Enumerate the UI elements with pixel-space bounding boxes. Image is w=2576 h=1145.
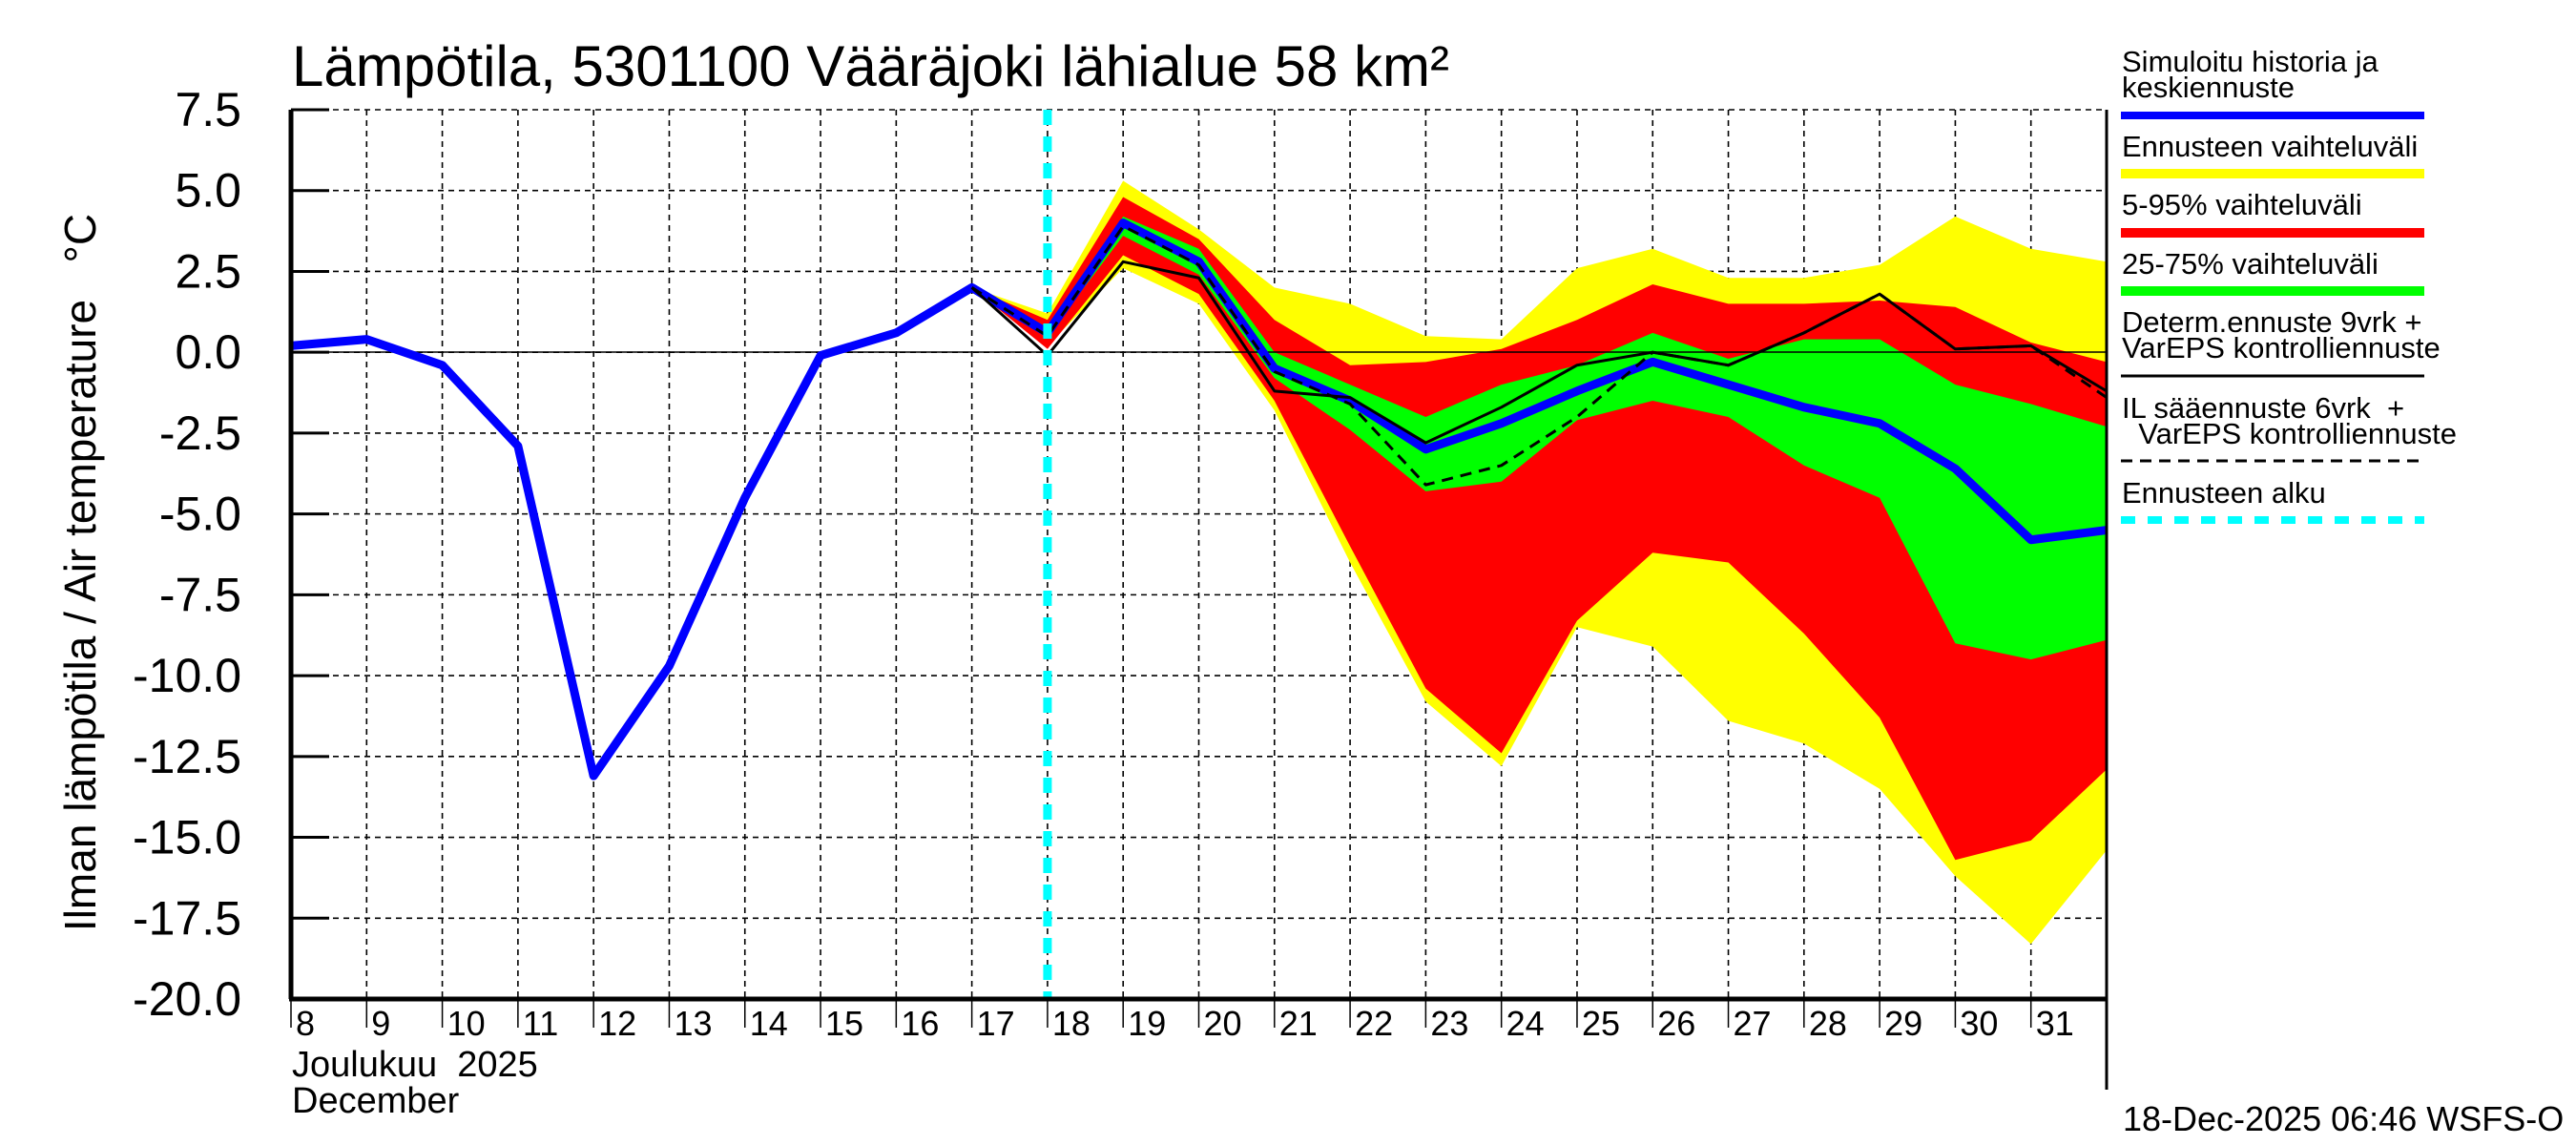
x-tick-label: 19 bbox=[1128, 1004, 1166, 1043]
x-tick-label: 26 bbox=[1657, 1004, 1695, 1043]
legend: Simuloitu historia ja keskiennuste Ennus… bbox=[2121, 45, 2457, 524]
y-tick-label: -10.0 bbox=[133, 649, 241, 702]
legend-label-il-2: VarEPS kontrolliennuste bbox=[2122, 417, 2457, 450]
x-tick-label: 23 bbox=[1430, 1004, 1468, 1043]
x-tick-label: 13 bbox=[674, 1004, 712, 1043]
legend-label-25-75: 25-75% vaihteluväli bbox=[2122, 247, 2379, 281]
legend-label-il: IL sääennuste 6vrk + bbox=[2122, 391, 2404, 425]
timestamp: 18-Dec-2025 06:46 WSFS-O bbox=[2123, 1099, 2564, 1138]
axes bbox=[288, 108, 2109, 1090]
history-line bbox=[290, 282, 1050, 781]
y-tick-label: 7.5 bbox=[175, 83, 241, 136]
legend-label-range: Ennusteen vaihteluväli bbox=[2122, 130, 2418, 163]
y-axis-label: Ilman lämpötila / Air temperature °C bbox=[55, 214, 105, 931]
y-tick-labels: 7.5 5.0 2.5 0.0 -2.5 -5.0 -7.5 -10.0 -12.5 -15.0 -… bbox=[133, 83, 241, 1026]
x-tick-label: 21 bbox=[1279, 1004, 1318, 1043]
band-25-75 bbox=[971, 216, 2107, 660]
x-tick-label: 28 bbox=[1809, 1004, 1847, 1043]
legend-label-determ-2: VarEPS kontrolliennuste bbox=[2122, 331, 2441, 364]
x-tick-label: 12 bbox=[598, 1004, 636, 1043]
x-tick-label: 25 bbox=[1582, 1004, 1620, 1043]
x-tick-label: 31 bbox=[2036, 1004, 2074, 1043]
legend-label-forecast-start: Ennusteen alku bbox=[2122, 476, 2326, 510]
y-tick-label: -20.0 bbox=[133, 972, 241, 1026]
x-tick-labels: 8 9 10 11 12 13 14 15 16 17 18 19 20 21 22 23 24 25 26 27 28… bbox=[296, 1004, 2074, 1043]
x-tick-label: 24 bbox=[1506, 1004, 1545, 1043]
x-tick-label: 29 bbox=[1884, 1004, 1922, 1043]
legend-label-determ: Determ.ennuste 9vrk + bbox=[2122, 305, 2421, 339]
legend-label-5-95: 5-95% vaihteluväli bbox=[2122, 188, 2362, 221]
mean-forecast-line bbox=[969, 219, 2108, 545]
x-tick-label: 20 bbox=[1204, 1004, 1242, 1043]
x-axis-label-month: Joulukuu 2025 bbox=[292, 1045, 538, 1085]
y-tick-label: -7.5 bbox=[159, 568, 241, 621]
y-tick-label: -2.5 bbox=[159, 406, 241, 460]
x-axis-label-english: December bbox=[292, 1081, 460, 1121]
x-tick-label: 15 bbox=[825, 1004, 863, 1043]
forecast-bands bbox=[971, 180, 2107, 945]
x-tick-label: 14 bbox=[750, 1004, 788, 1043]
y-tick-label: 5.0 bbox=[175, 164, 241, 218]
legend-label-history-2: keskiennuste bbox=[2122, 71, 2295, 104]
x-tick-label: 27 bbox=[1734, 1004, 1772, 1043]
y-tick-label: 2.5 bbox=[175, 244, 241, 298]
x-tick-label: 8 bbox=[296, 1004, 315, 1043]
series-lines bbox=[290, 110, 2108, 999]
y-tick-label: -15.0 bbox=[133, 811, 241, 864]
y-tick-label: -5.0 bbox=[159, 488, 241, 541]
y-tick-label: -12.5 bbox=[133, 730, 241, 783]
x-tick-label: 30 bbox=[1960, 1004, 1998, 1043]
x-tick-label: 18 bbox=[1052, 1004, 1091, 1043]
legend-label-history: Simuloitu historia ja bbox=[2122, 45, 2379, 78]
y-tick-label: -17.5 bbox=[133, 891, 241, 945]
y-tick-label: 0.0 bbox=[175, 325, 241, 379]
x-tick-label: 22 bbox=[1355, 1004, 1393, 1043]
x-tick-label: 11 bbox=[523, 1004, 558, 1043]
x-tick-label: 10 bbox=[447, 1004, 486, 1043]
il-forecast-line bbox=[970, 224, 2108, 487]
x-tick-label: 9 bbox=[371, 1004, 390, 1043]
x-tick-label: 17 bbox=[977, 1004, 1015, 1043]
x-tick-label: 16 bbox=[901, 1004, 939, 1043]
chart-title: Lämpötila, 5301100 Vääräjoki lähialue 58… bbox=[292, 34, 1449, 98]
